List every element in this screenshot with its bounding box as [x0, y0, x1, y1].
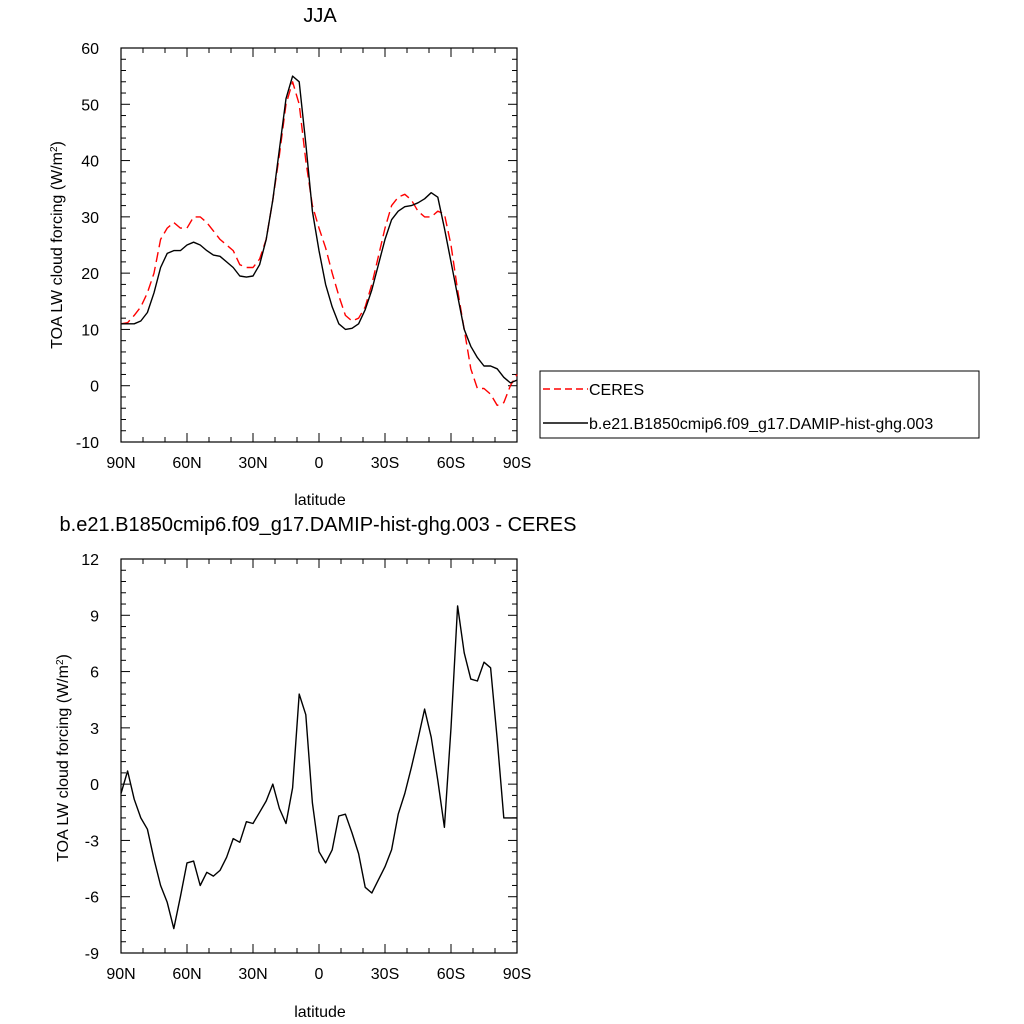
y-axis-label: TOA LW cloud forcing (W/m2): [49, 141, 67, 349]
y-tick-label: -3: [85, 833, 99, 850]
series-difference-line: [120, 605, 517, 930]
y-tick-label: 3: [90, 721, 99, 738]
x-tick-label: 30N: [238, 966, 267, 983]
x-tick-label: 60S: [437, 455, 465, 472]
series-ceres-line: [120, 81, 518, 407]
y-axis-label: TOA LW cloud forcing (W/m2): [55, 654, 73, 862]
y-tick-label: 50: [81, 97, 99, 114]
x-tick-label: 60S: [437, 966, 465, 983]
x-tick-label: 60N: [172, 966, 201, 983]
y-tick-label: 12: [81, 552, 99, 569]
y-tick-label: 20: [81, 266, 99, 283]
axis-ticks: 90N 60N 30N 0 30S 60S 90S -9 -6 -3 0 3 6 9 12: [81, 552, 531, 983]
y-tick-label: 0: [90, 777, 99, 794]
axis-ticks: 90N 60N 30N 0 30S 60S 90S -10 0 10 20 30 40 50 60: [76, 41, 531, 472]
y-axis-label-end: ): [55, 654, 72, 659]
y-tick-label: 40: [81, 154, 99, 171]
legend: CERES b.e21.B1850cmip6.f09_g17.DAMIP-his…: [539, 370, 980, 439]
x-tick-label: 30S: [371, 966, 399, 983]
x-tick-label: 30N: [238, 455, 267, 472]
y-axis-label-main: TOA LW cloud forcing (W/m: [55, 665, 72, 862]
x-axis-label: latitude: [294, 492, 346, 509]
series-layer: [120, 605, 517, 930]
plot-frame: [120, 47, 518, 443]
y-axis-label-sup: 2: [55, 659, 66, 665]
legend-label-ceres: CERES: [589, 382, 644, 399]
y-tick-label: 10: [81, 322, 99, 339]
x-tick-label: 90N: [106, 455, 135, 472]
x-tick-label: 0: [315, 966, 324, 983]
y-tick-label: 30: [81, 210, 99, 227]
y-axis-label-main: TOA LW cloud forcing (W/m: [49, 152, 66, 349]
y-tick-label: 6: [90, 665, 99, 682]
y-tick-label: 60: [81, 41, 99, 58]
x-tick-label: 0: [315, 455, 324, 472]
x-axis-label: latitude: [294, 1004, 346, 1021]
x-tick-label: 90S: [503, 455, 531, 472]
y-axis-label-sup: 2: [49, 146, 60, 152]
y-tick-label: -9: [85, 946, 99, 963]
chart-difference: b.e21.B1850cmip6.f09_g17.DAMIP-hist-ghg.…: [55, 514, 577, 1021]
x-tick-label: 30S: [371, 455, 399, 472]
chart-title: JJA: [303, 5, 337, 27]
chart-title: b.e21.B1850cmip6.f09_g17.DAMIP-hist-ghg.…: [60, 514, 577, 536]
legend-label-model: b.e21.B1850cmip6.f09_g17.DAMIP-hist-ghg.…: [589, 416, 933, 433]
y-tick-label: 0: [90, 379, 99, 396]
y-tick-label: -10: [76, 435, 99, 452]
x-tick-label: 60N: [172, 455, 201, 472]
y-tick-label: 9: [90, 608, 99, 625]
x-tick-label: 90S: [503, 966, 531, 983]
series-model-line: [121, 75, 518, 384]
x-tick-label: 90N: [106, 966, 135, 983]
legend-box: [539, 370, 980, 439]
y-tick-label: -6: [85, 890, 99, 907]
chart-jja: JJA 90N 60N 30N 0 30S 60S 90S-100102030405060 …: [49, 5, 980, 509]
y-axis-label-end: ): [49, 141, 66, 146]
series-layer: [120, 75, 518, 407]
